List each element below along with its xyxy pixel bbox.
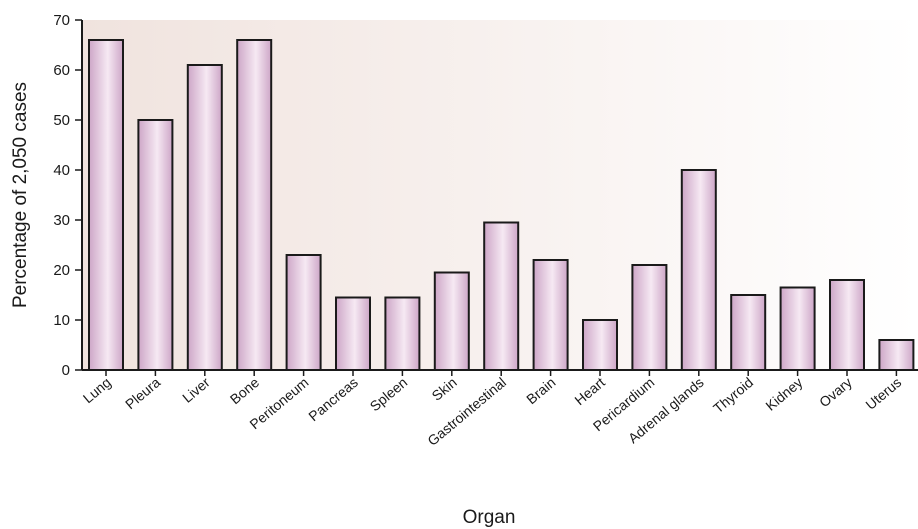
x-tick-label-ovary: Ovary bbox=[816, 374, 855, 410]
y-axis-title: Percentage of 2,050 cases bbox=[10, 82, 31, 308]
bar-uterus bbox=[878, 339, 915, 371]
axes-group bbox=[75, 19, 918, 376]
y-tick-label: 0 bbox=[62, 362, 70, 379]
bar-bone bbox=[236, 39, 273, 371]
bar-liver bbox=[186, 64, 223, 371]
x-tick-label-bone: Bone bbox=[227, 374, 262, 407]
bar-heart bbox=[582, 319, 618, 371]
x-tick-label-heart: Heart bbox=[571, 374, 608, 408]
bar-peritoneum bbox=[285, 254, 322, 371]
y-tick-label: 60 bbox=[53, 62, 70, 79]
bar-skin bbox=[433, 271, 470, 371]
y-tick-label: 50 bbox=[53, 112, 70, 129]
bar-pancreas bbox=[335, 296, 371, 371]
x-tick-label-lung: Lung bbox=[80, 374, 114, 406]
bar-adrenal-glands bbox=[680, 169, 717, 371]
bar-spleen bbox=[384, 296, 421, 371]
y-tick-label: 30 bbox=[53, 212, 70, 229]
y-tick-label: 70 bbox=[53, 12, 70, 29]
bar-kidney bbox=[779, 286, 816, 371]
x-tick-label-uterus: Uterus bbox=[862, 374, 904, 413]
bar-brain bbox=[532, 259, 569, 371]
bar-lung bbox=[88, 39, 124, 371]
bar-ovary bbox=[829, 279, 865, 371]
y-tick-label: 40 bbox=[53, 162, 70, 179]
bars-group bbox=[88, 39, 915, 371]
x-axis-title: Organ bbox=[463, 507, 516, 528]
x-tick-label-brain: Brain bbox=[523, 374, 558, 407]
bar-thyroid bbox=[730, 294, 767, 371]
x-tick-label-liver: Liver bbox=[179, 374, 213, 406]
x-tick-label-pleura: Pleura bbox=[122, 374, 163, 412]
x-tick-label-kidney: Kidney bbox=[762, 374, 805, 414]
bar-pleura bbox=[137, 119, 174, 371]
y-tick-label: 10 bbox=[53, 312, 70, 329]
y-tick-label: 20 bbox=[53, 262, 70, 279]
bar-pericardium bbox=[631, 264, 668, 371]
x-tick-label-spleen: Spleen bbox=[367, 374, 411, 414]
x-tick-label-thyroid: Thyroid bbox=[710, 374, 756, 416]
x-tick-label-pancreas: Pancreas bbox=[305, 374, 361, 424]
bar-gastrointestinal bbox=[483, 221, 520, 371]
x-tick-label-skin: Skin bbox=[429, 374, 460, 404]
